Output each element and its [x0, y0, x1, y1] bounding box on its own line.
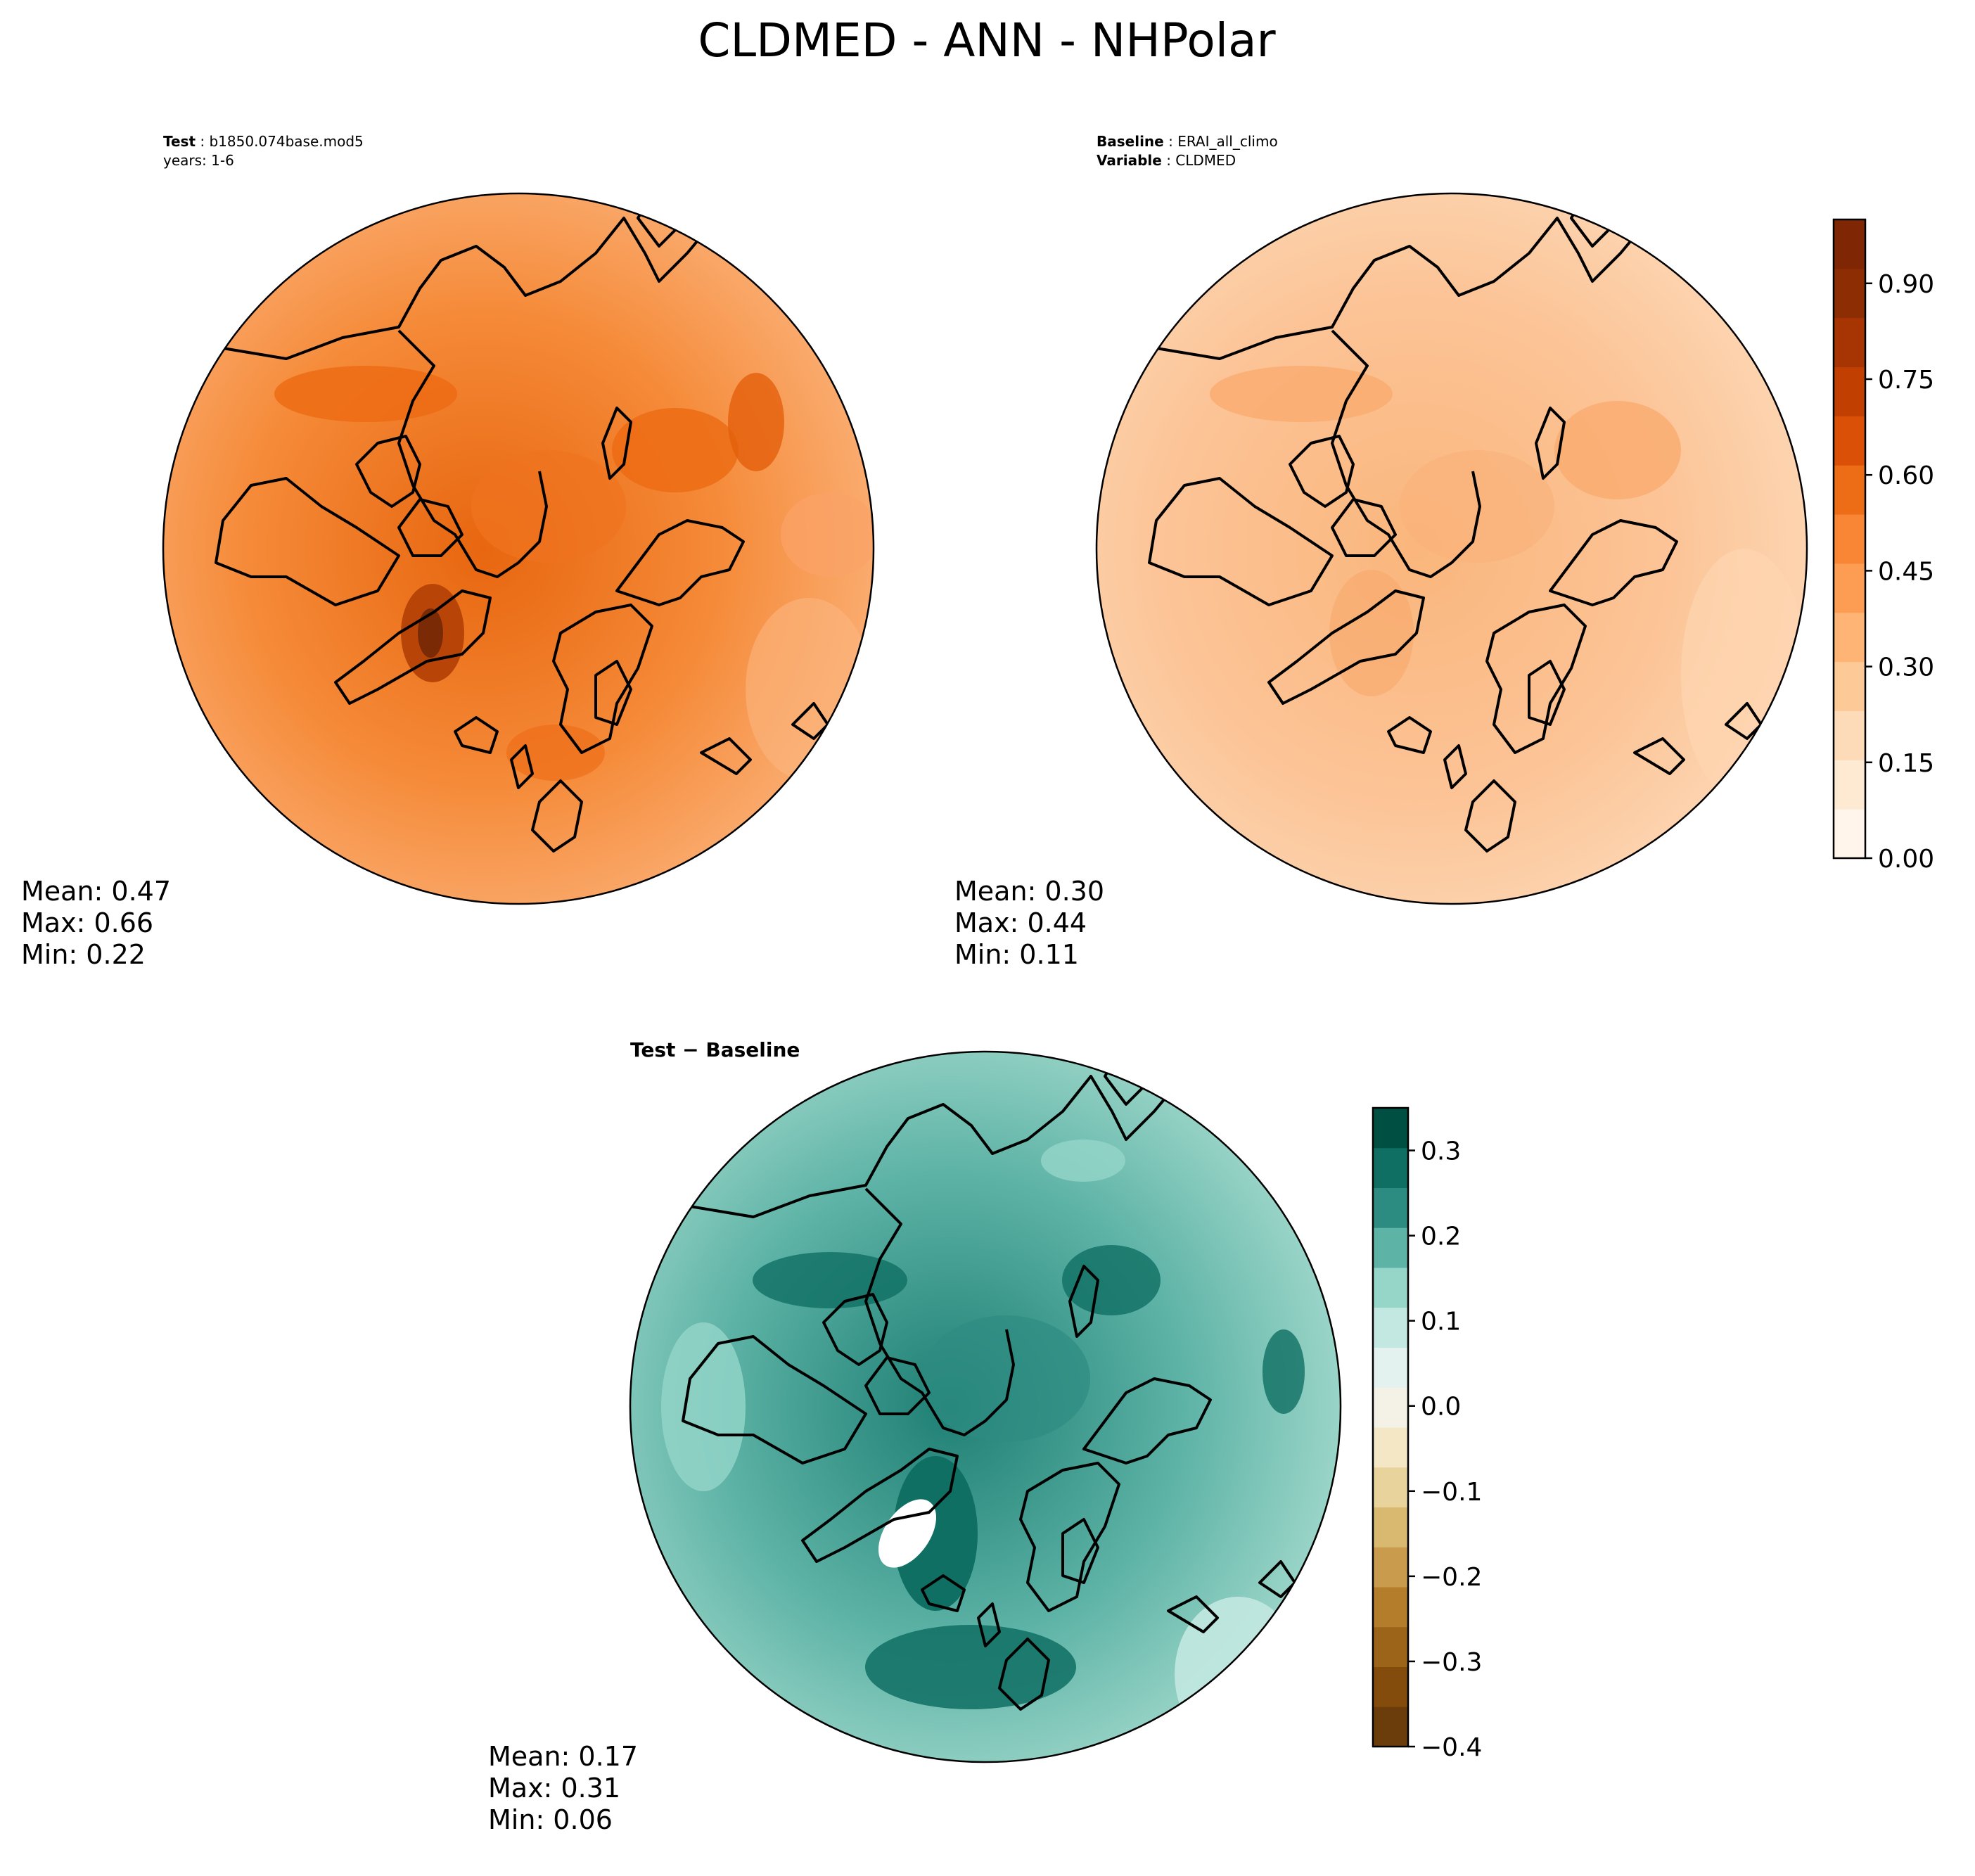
- baseline-label-value: ERAI_all_climo: [1177, 133, 1278, 150]
- svg-text:Baseline : ERAI_all_climo: Baseline : ERAI_all_climo: [1097, 133, 1278, 150]
- colorbar-segment: [1834, 563, 1865, 613]
- colorbar-tick-label: 0.30: [1878, 653, 1934, 682]
- colorbar-border: [1832, 218, 1867, 860]
- colorbar-tick-label: 0.75: [1878, 366, 1934, 395]
- colorbar-segment: [1373, 1227, 1408, 1268]
- baseline-label-key: Baseline: [1097, 133, 1164, 150]
- colorbar-tick-label: 0.15: [1878, 749, 1934, 778]
- colorbar-segment: [1373, 1547, 1408, 1588]
- colorbar-tick-label: −0.2: [1421, 1563, 1482, 1592]
- colorbar-tick-label: 0.00: [1878, 845, 1934, 874]
- colorbar-tick-label: −0.3: [1421, 1648, 1482, 1677]
- colorbar-segment: [1373, 1307, 1408, 1348]
- colorbar-segment: [1834, 366, 1865, 416]
- colorbar-segment: [1834, 760, 1865, 810]
- colorbar-tick-label: 0.2: [1421, 1223, 1461, 1251]
- test-panel: Test : b1850.074base.mod5 years: 1-6 Mea…: [21, 133, 875, 970]
- test-label-value: b1850.074base.mod5: [209, 133, 363, 150]
- baseline-var-key: Variable: [1097, 152, 1162, 169]
- test-years: years: 1-6: [163, 152, 234, 169]
- colorbar-segment: [1373, 1427, 1408, 1468]
- diff-panel: Test − Baseline Mean: 0.17 Max: 0.31 Min…: [488, 1038, 1342, 1835]
- colorbar-segment: [1373, 1387, 1408, 1428]
- diff-map: [630, 1052, 1341, 1762]
- diff-mean: Mean: 0.17: [488, 1741, 638, 1772]
- colorbar-segment: [1834, 219, 1865, 269]
- baseline-map: [1097, 193, 1807, 904]
- figure-title: CLDMED - ANN - NHPolar: [698, 13, 1276, 68]
- colorbar-segment: [1373, 1507, 1408, 1548]
- colorbar-segment: [1834, 612, 1865, 663]
- baseline-max: Max: 0.44: [954, 907, 1087, 938]
- colorbar-segment: [1834, 416, 1865, 466]
- colorbar-bottom: −0.4 −0.3 −0.2 −0.1 0.0 0.1 0.2 0.3: [1372, 1106, 1482, 1762]
- test-min: Min: 0.22: [21, 939, 146, 970]
- diff-max: Max: 0.31: [488, 1773, 620, 1804]
- colorbar-tick-label: 0.60: [1878, 461, 1934, 490]
- baseline-var-value: CLDMED: [1175, 152, 1236, 169]
- diff-label: Test − Baseline: [630, 1038, 800, 1061]
- test-label-key: Test: [163, 133, 196, 150]
- colorbar-segment: [1373, 1108, 1408, 1149]
- colorbar-tick-label: −0.4: [1421, 1733, 1482, 1762]
- colorbar-tick-label: 0.90: [1878, 270, 1934, 299]
- colorbar-top: 0.00 0.15 0.30 0.45 0.60 0.75 0.90: [1832, 218, 1934, 874]
- colorbar-segment: [1834, 317, 1865, 368]
- test-mean: Mean: 0.47: [21, 876, 171, 907]
- colorbar-segment: [1834, 514, 1865, 564]
- colorbar-segment: [1373, 1666, 1408, 1707]
- baseline-panel: Baseline : ERAI_all_climo Variable : CLD…: [954, 133, 1808, 970]
- colorbar-tick-label: −0.1: [1421, 1478, 1482, 1507]
- colorbar-segment: [1373, 1467, 1408, 1507]
- baseline-min: Min: 0.11: [954, 939, 1079, 970]
- colorbar-tick-label: 0.3: [1421, 1137, 1461, 1166]
- colorbar-segment: [1373, 1587, 1408, 1628]
- colorbar-segment: [1834, 710, 1865, 760]
- colorbar-segment: [1373, 1706, 1408, 1747]
- colorbar-tick-label: 0.0: [1421, 1393, 1461, 1422]
- colorbar-segment: [1373, 1626, 1408, 1667]
- svg-text:Test : b1850.074base.mod5: Test : b1850.074base.mod5: [163, 133, 364, 150]
- baseline-mean: Mean: 0.30: [954, 876, 1104, 907]
- colorbar-segment: [1373, 1147, 1408, 1188]
- diff-min: Min: 0.06: [488, 1804, 613, 1835]
- colorbar-border: [1372, 1106, 1410, 1748]
- colorbar-segment: [1373, 1347, 1408, 1388]
- colorbar-segment: [1834, 268, 1865, 319]
- colorbar-segment: [1834, 465, 1865, 515]
- colorbar-tick-label: 0.1: [1421, 1308, 1461, 1336]
- svg-text:Variable : CLDMED: Variable : CLDMED: [1097, 152, 1236, 169]
- colorbar-segment: [1834, 661, 1865, 711]
- test-map: [163, 193, 874, 904]
- colorbar-segment: [1373, 1268, 1408, 1308]
- colorbar-tick-label: 0.45: [1878, 557, 1934, 586]
- colorbar-segment: [1834, 809, 1865, 859]
- test-max: Max: 0.66: [21, 907, 153, 938]
- colorbar-segment: [1373, 1187, 1408, 1228]
